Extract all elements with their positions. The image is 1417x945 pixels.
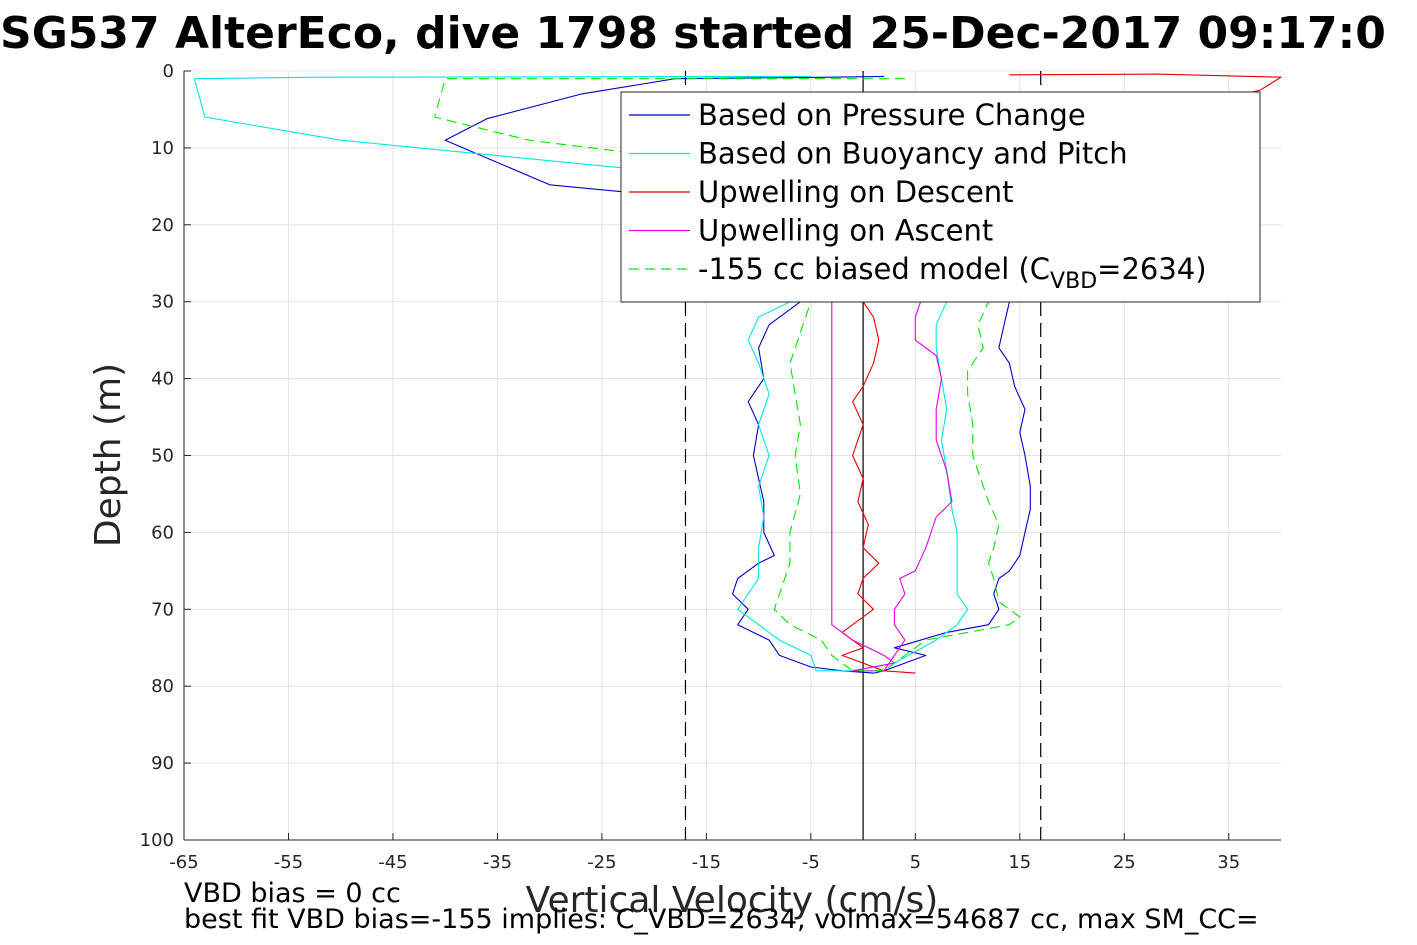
legend-label-1: Based on Pressure Change — [698, 98, 1086, 132]
x-tick-label: -55 — [274, 852, 303, 873]
x-tick-label: -25 — [587, 852, 616, 873]
x-tick-label: 15 — [1008, 852, 1031, 873]
y-tick-label: 60 — [151, 522, 174, 543]
x-tick-label: 25 — [1113, 852, 1136, 873]
vbd-bias-annotation: VBD bias = 0 cc — [184, 878, 401, 909]
y-tick-label: 80 — [151, 676, 174, 697]
y-tick-label: 10 — [151, 138, 174, 159]
tick-labels: -65 -55 -45 -35 -25 -15 -5 5 15 25 350102030405060… — [140, 61, 1241, 873]
y-axis-label: Depth (m) — [88, 363, 129, 547]
y-tick-label: 30 — [151, 292, 174, 313]
series-line-5 — [434, 78, 1021, 672]
legend-label-3: Upwelling on Descent — [698, 175, 1014, 209]
y-tick-label: 40 — [151, 369, 174, 390]
y-tick-label: 100 — [140, 830, 174, 851]
series-line-4 — [831, 209, 953, 672]
x-tick-label: -45 — [378, 852, 407, 873]
y-tick-label: 70 — [151, 599, 174, 620]
chart-title: SG537 AlterEco, dive 1798 started 25-Dec… — [0, 8, 1386, 59]
y-tick-label: 90 — [151, 753, 174, 774]
x-tick-label: -15 — [692, 852, 721, 873]
legend: Based on Pressure Change Based on Buoyanc… — [620, 91, 1261, 303]
x-tick-label: -35 — [483, 852, 512, 873]
x-axis-label: Vertical Velocity (cm/s) — [526, 880, 939, 921]
y-tick-label: 50 — [151, 446, 174, 467]
legend-label-2: Based on Buoyancy and Pitch — [698, 137, 1128, 171]
x-tick-label: 5 — [910, 852, 921, 873]
x-tick-label: 35 — [1217, 852, 1240, 873]
legend-label-4: Upwelling on Ascent — [698, 214, 993, 248]
y-tick-label: 20 — [151, 215, 174, 236]
legend-label-5: -155 cc biased model (CVBD=2634) — [698, 252, 1207, 294]
legend-box — [620, 91, 1261, 303]
best-fit-annotation: best fit VBD bias=-155 implies: C_VBD=26… — [184, 904, 1259, 935]
x-tick-label: -5 — [802, 852, 820, 873]
y-tick-label: 0 — [163, 61, 174, 82]
x-tick-label: -65 — [169, 852, 198, 873]
